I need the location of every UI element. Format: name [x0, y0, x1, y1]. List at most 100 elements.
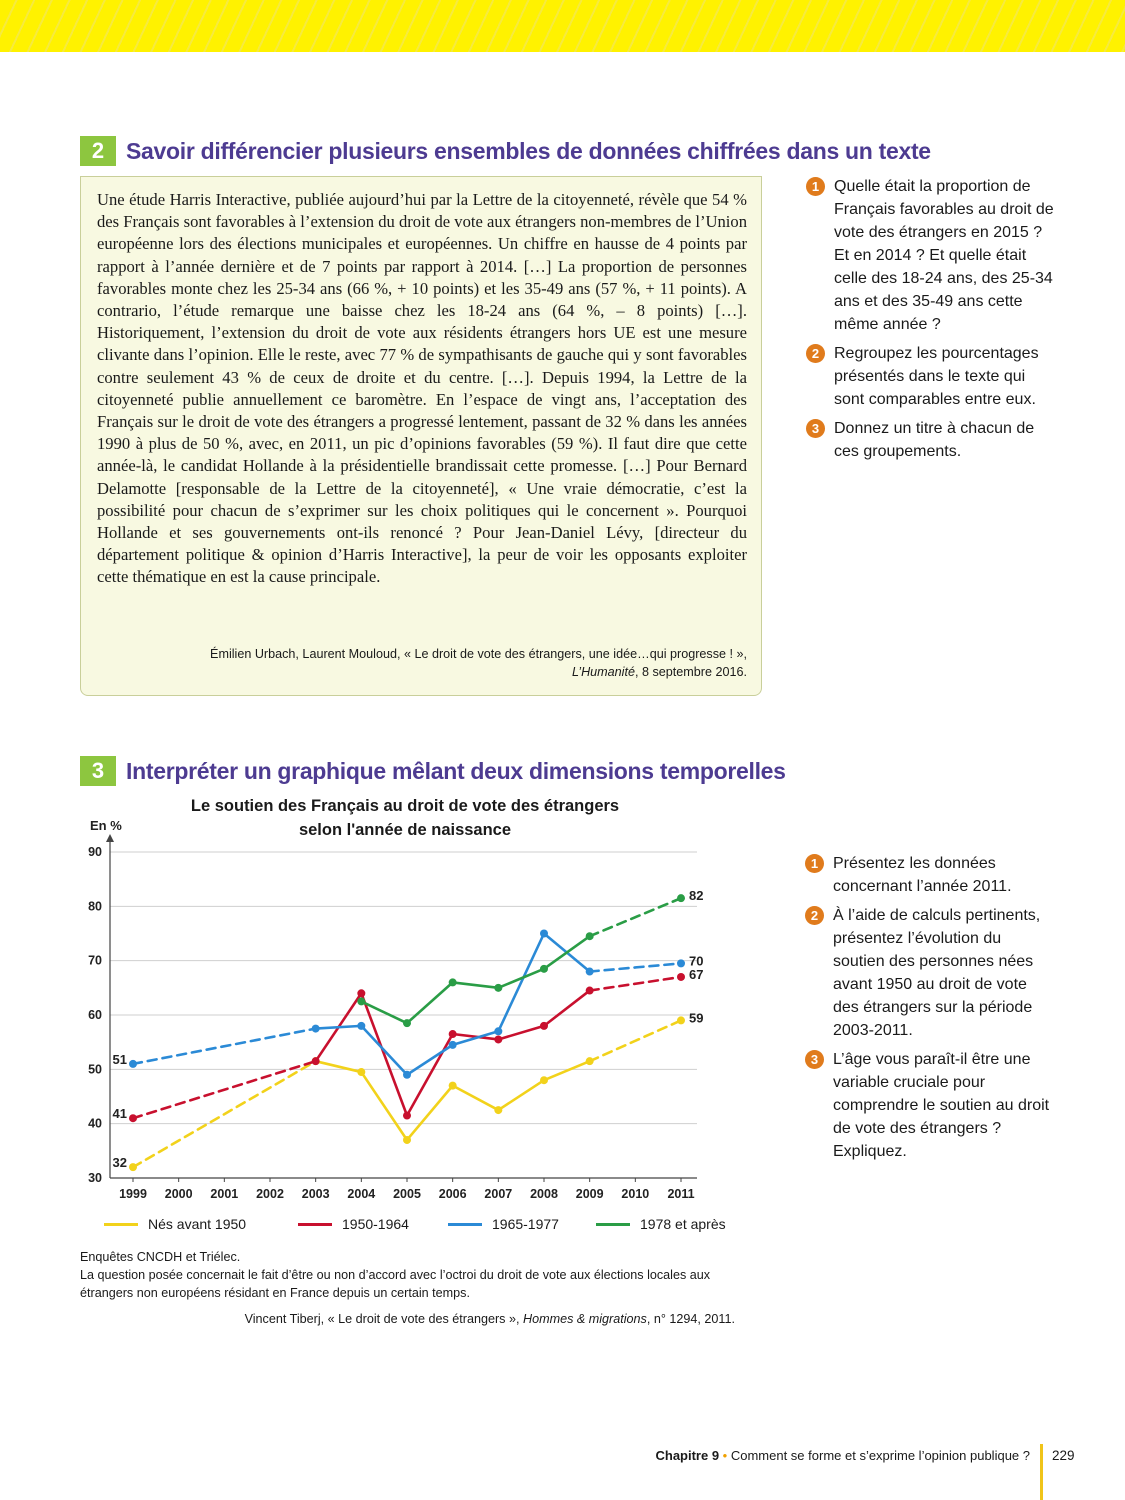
series-segment — [542, 934, 591, 971]
data-point — [403, 1111, 411, 1120]
x-tick-label: 2008 — [530, 1187, 558, 1201]
legend-item-nes-avant-1950: Nés avant 1950 — [104, 1216, 246, 1232]
series-segment — [451, 981, 500, 990]
chart-note: La question posée concernait le fait d’ê… — [80, 1268, 711, 1300]
source-date: , 8 septembre 2016. — [634, 665, 747, 679]
legend-swatch — [298, 1222, 332, 1226]
legend-item-1978-et-apres: 1978 et après — [596, 1216, 726, 1232]
series-segment — [497, 932, 546, 1033]
data-point — [585, 986, 594, 995]
source-authors: Émilien Urbach, Laurent Mouloud, « Le dr… — [210, 647, 747, 661]
series-segment — [497, 967, 546, 990]
data-point — [494, 1027, 503, 1036]
x-tick-label: 2007 — [484, 1187, 512, 1201]
data-point — [677, 959, 685, 968]
question-number-badge: 3 — [806, 419, 825, 438]
x-tick-label: 2004 — [347, 1187, 375, 1201]
legend-item-1950-1964: 1950-1964 — [298, 1216, 409, 1232]
citation-rest: , n° 1294, 2011. — [646, 1312, 735, 1326]
y-tick-label: 40 — [88, 1117, 102, 1131]
series-segment — [542, 932, 591, 973]
y-tick-label: 50 — [88, 1062, 102, 1076]
data-label: 51 — [113, 1052, 127, 1067]
section2-title: Savoir différencier plusieurs ensembles … — [126, 137, 931, 164]
section3-questions: 1 Présentez les données concernant l’anné… — [805, 852, 1055, 1169]
data-point — [540, 1021, 548, 1030]
series-segment — [360, 1000, 409, 1025]
question-number-badge: 1 — [806, 177, 825, 196]
section2-questions: 1 Quelle était la proportion de Français … — [806, 175, 1056, 469]
data-point — [448, 978, 457, 987]
question-number-badge: 2 — [806, 344, 825, 363]
question-text: Donnez un titre à chacun de ces groupeme… — [834, 420, 1035, 460]
chart-title-line1: Le soutien des Français au droit de vote… — [190, 797, 620, 815]
series-segment — [497, 1078, 546, 1112]
citation-journal: Hommes & migrations — [522, 1312, 647, 1326]
series-segment — [131, 1059, 317, 1120]
data-point — [448, 1040, 457, 1049]
data-point — [129, 1059, 137, 1068]
data-point — [129, 1163, 137, 1172]
data-point — [448, 1030, 457, 1039]
x-tick-label: 2005 — [393, 1187, 421, 1201]
data-point — [677, 972, 685, 981]
series-segment — [451, 1084, 500, 1112]
top-decorative-band — [0, 0, 1125, 52]
legend-swatch — [104, 1222, 138, 1226]
data-label: 41 — [113, 1106, 127, 1121]
page-number: 229 — [1052, 1448, 1075, 1463]
series-segment — [131, 1027, 317, 1066]
legend-swatch — [448, 1222, 482, 1226]
data-point — [311, 1057, 320, 1066]
question-item: 1 Quelle était la proportion de Français … — [806, 175, 1056, 336]
series-segment — [131, 1059, 317, 1169]
footer-separator: • — [719, 1448, 731, 1463]
data-point — [311, 1024, 320, 1033]
chart-title: Le soutien des Français au droit de vote… — [100, 794, 710, 842]
y-tick-label: 30 — [88, 1171, 102, 1185]
data-label: 82 — [689, 888, 703, 903]
data-point — [403, 1019, 411, 1028]
question-item: 2 Regroupez les pourcentages présentés da… — [806, 342, 1056, 411]
data-point — [311, 1057, 320, 1066]
data-point — [357, 989, 366, 998]
series-segment — [451, 1032, 500, 1041]
page-footer: Chapitre 9 • Comment se forme et s’expri… — [560, 1448, 1030, 1463]
question-text: Présentez les données concernant l’année… — [833, 855, 1012, 895]
data-point — [540, 929, 548, 938]
data-point — [357, 1068, 366, 1077]
series-segment — [360, 991, 409, 1117]
section3-heading: 3 Interpréter un graphique mêlant deux d… — [80, 756, 786, 786]
question-text: Regroupez les pourcentages présentés dan… — [834, 345, 1039, 408]
data-point — [585, 932, 594, 941]
series-segment — [405, 981, 454, 1025]
question-text: Quelle était la proportion de Français f… — [834, 178, 1054, 333]
question-item: 1 Présentez les données concernant l’anné… — [805, 852, 1055, 898]
series-segment — [588, 896, 683, 938]
legend-label: 1978 et après — [640, 1216, 726, 1232]
section2-number: 2 — [80, 136, 116, 166]
series-segment — [405, 1032, 454, 1117]
question-item: 2 À l’aide de calculs pertinents, présent… — [805, 904, 1055, 1042]
data-point — [677, 894, 685, 903]
data-point — [129, 1114, 137, 1123]
data-label: 70 — [689, 953, 703, 968]
legend-label: 1965-1977 — [492, 1216, 559, 1232]
y-tick-label: 60 — [88, 1008, 102, 1022]
legend-label: Nés avant 1950 — [148, 1216, 247, 1232]
x-tick-label: 2002 — [256, 1187, 284, 1201]
document-text: Une étude Harris Interactive, publiée au… — [97, 190, 747, 587]
series-segment — [497, 1024, 546, 1041]
question-number-badge: 1 — [805, 854, 824, 873]
series-segment — [314, 991, 363, 1063]
data-point — [540, 964, 548, 973]
x-tick-label: 1999 — [119, 1187, 147, 1201]
document-text-box: Une étude Harris Interactive, publiée au… — [80, 176, 762, 696]
series-segment — [588, 975, 683, 992]
chart-title-line2: selon l'année de naissance — [298, 821, 512, 839]
data-point — [403, 1135, 411, 1144]
document-source: Émilien Urbach, Laurent Mouloud, « Le dr… — [127, 645, 747, 681]
chart-legend: Nés avant 1950 1950-1964 1965-1977 1978 … — [100, 1216, 740, 1236]
data-point — [357, 1021, 366, 1030]
series-segment — [314, 1024, 363, 1030]
